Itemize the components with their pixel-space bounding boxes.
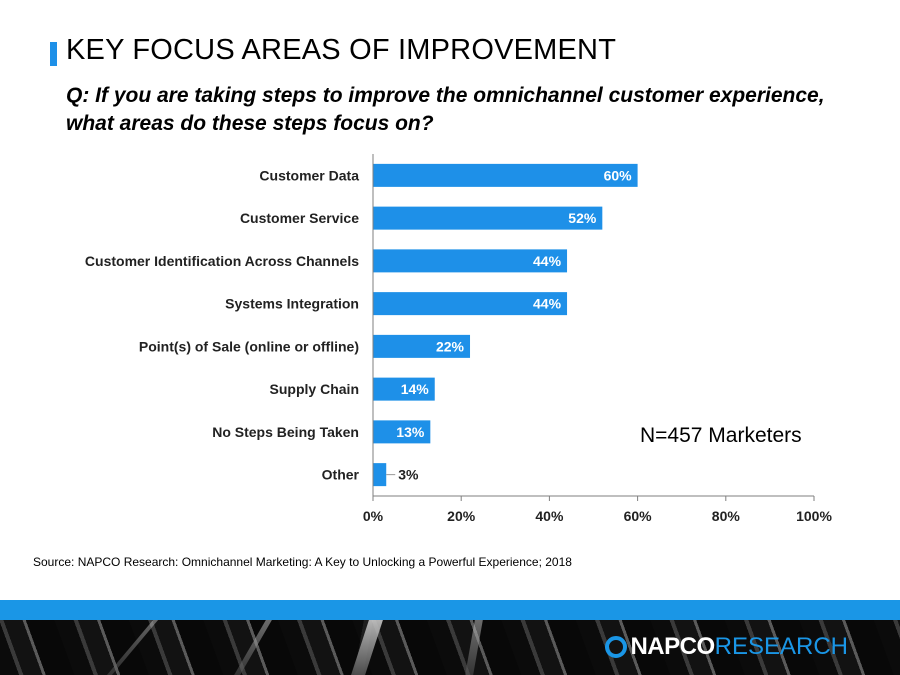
x-tick-label: 60% (624, 508, 653, 524)
logo-text-research: RESEARCH (714, 633, 848, 660)
bar-chart: Customer Data 60% Customer Service 52% Custo… (85, 154, 832, 524)
bar (373, 420, 431, 444)
data-label: 44% (533, 296, 562, 312)
x-tick-label: 0% (363, 508, 384, 524)
data-label: 60% (604, 167, 633, 183)
category-label: Other (322, 467, 360, 483)
page-title: KEY FOCUS AREAS OF IMPROVEMENT (66, 34, 617, 66)
category-label: Systems Integration (225, 296, 359, 312)
sample-size-note: N=457 Marketers (640, 424, 802, 447)
category-label: Customer Service (240, 210, 359, 226)
data-label: 52% (568, 210, 597, 226)
data-label: 13% (396, 424, 425, 440)
x-tick-label: 100% (796, 508, 832, 524)
data-label: 44% (533, 253, 562, 269)
bar (373, 292, 568, 316)
data-label: 22% (436, 338, 465, 354)
survey-question: Q: If you are taking steps to improve th… (66, 84, 825, 135)
bar (373, 163, 638, 187)
data-label: 3% (398, 467, 419, 483)
bar (373, 377, 435, 401)
bar (373, 206, 603, 230)
footer-blue-band (0, 600, 900, 620)
x-tick-label: 80% (712, 508, 741, 524)
bar (373, 249, 568, 273)
category-label: No Steps Being Taken (212, 424, 359, 440)
title-accent-bar (50, 42, 57, 66)
bar (373, 334, 471, 358)
bar (373, 463, 387, 487)
napco-ring-icon (605, 636, 628, 658)
footer-banner-image (0, 620, 900, 675)
x-tick-label: 20% (447, 508, 476, 524)
data-label: 14% (401, 381, 430, 397)
category-label: Customer Identification Across Channels (85, 253, 359, 269)
category-label: Supply Chain (270, 381, 359, 397)
category-label: Point(s) of Sale (online or offline) (139, 338, 359, 354)
napco-research-logo: NAPCO RESEARCH (605, 632, 848, 662)
category-label: Customer Data (259, 167, 359, 183)
x-tick-label: 40% (535, 508, 564, 524)
source-note: Source: NAPCO Research: Omnichannel Mark… (33, 555, 572, 569)
logo-text-napco: NAPCO (630, 633, 715, 660)
